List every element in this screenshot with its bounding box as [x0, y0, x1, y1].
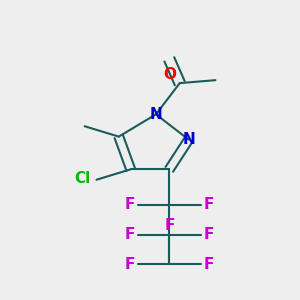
Text: O: O	[163, 67, 176, 82]
Text: N: N	[182, 132, 195, 147]
Text: N: N	[150, 107, 162, 122]
Text: F: F	[203, 257, 214, 272]
Text: F: F	[203, 227, 214, 242]
Text: Cl: Cl	[74, 171, 91, 186]
Text: F: F	[125, 257, 135, 272]
Text: F: F	[125, 197, 135, 212]
Text: F: F	[164, 218, 175, 233]
Text: F: F	[203, 197, 214, 212]
Text: F: F	[125, 227, 135, 242]
